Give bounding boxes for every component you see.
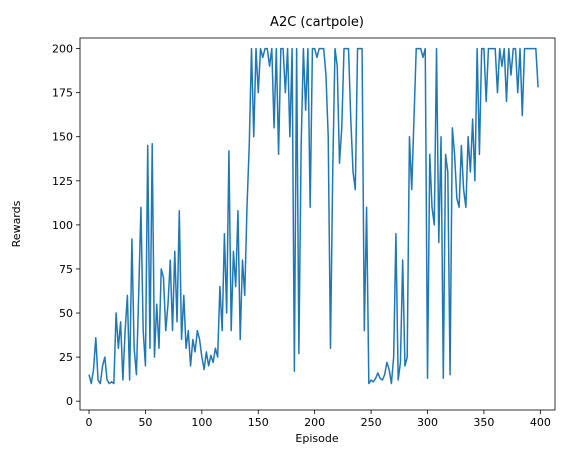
y-axis-label: Rewards: [10, 200, 23, 247]
x-tick-label: 400: [530, 416, 551, 429]
x-tick-label: 300: [417, 416, 438, 429]
y-tick-label: 50: [59, 307, 73, 320]
x-tick-label: 100: [191, 416, 212, 429]
x-axis-label: Episode: [295, 432, 338, 445]
y-tick-label: 0: [66, 395, 73, 408]
x-tick-label: 350: [473, 416, 494, 429]
x-tick-label: 250: [361, 416, 382, 429]
y-tick-label: 25: [59, 351, 73, 364]
y-tick-label: 125: [52, 175, 73, 188]
y-tick-label: 75: [59, 263, 73, 276]
x-tick-label: 200: [304, 416, 325, 429]
x-tick-label: 0: [86, 416, 93, 429]
line: [88, 47, 539, 385]
plot-frame: [79, 37, 556, 411]
y-tick-label: 100: [52, 219, 73, 232]
y-tick-label: 175: [52, 87, 73, 100]
x-tick-label: 50: [138, 416, 152, 429]
chart-title: A2C (cartpole): [270, 15, 364, 30]
y-tick-label: 150: [52, 131, 73, 144]
x-tick-label: 150: [248, 416, 269, 429]
y-tick-label: 200: [52, 43, 73, 56]
